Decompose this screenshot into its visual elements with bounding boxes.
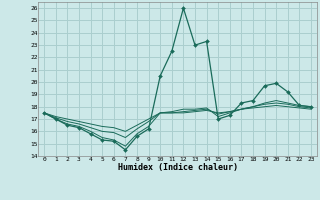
X-axis label: Humidex (Indice chaleur): Humidex (Indice chaleur) (118, 163, 238, 172)
